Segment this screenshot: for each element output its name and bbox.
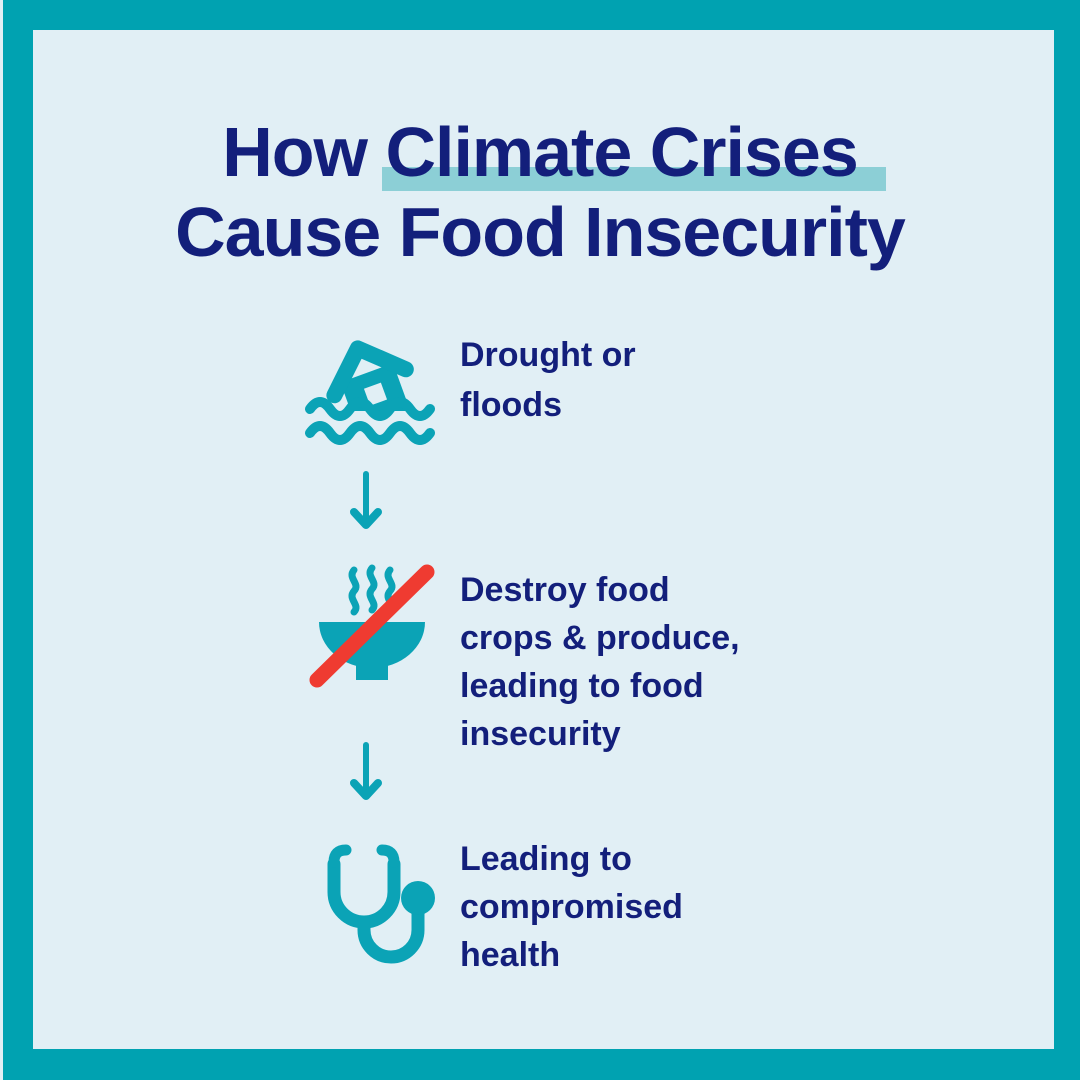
left-edge-sliver — [0, 0, 3, 1080]
page-title: How Climate Crises Cause Food Insecurity — [0, 112, 1080, 272]
down-arrow-icon — [348, 741, 384, 808]
flooded-house-icon — [302, 331, 438, 452]
no-food-bowl-icon — [297, 560, 447, 695]
step-2-label: Destroy food crops & produce, leading to… — [460, 571, 740, 753]
title-line-2: Cause Food Insecurity — [175, 193, 906, 271]
title-line-1: How Climate Crises — [0, 112, 1080, 192]
stethoscope-icon — [300, 838, 440, 971]
step-1-label: Drought or floods — [460, 336, 636, 424]
down-arrow-icon — [348, 470, 384, 537]
step-3-label: Leading to compromised health — [460, 840, 683, 974]
title-prefix: How — [222, 113, 386, 191]
content-panel — [33, 30, 1054, 1049]
title-highlighted-text: Climate Crises — [382, 113, 886, 191]
